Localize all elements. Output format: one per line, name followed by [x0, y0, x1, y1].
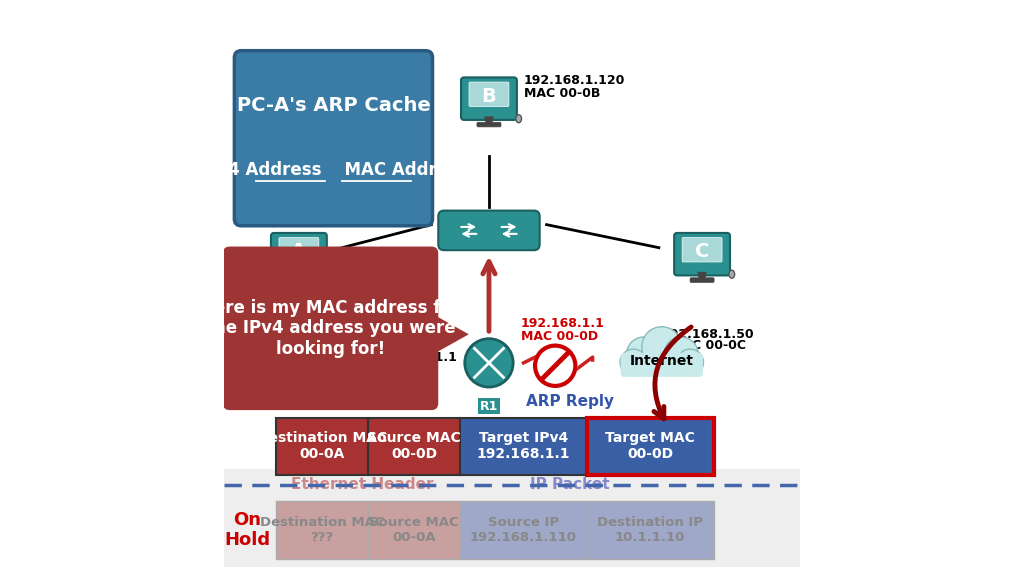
Text: 192.168.1.1: 192.168.1.1: [520, 317, 604, 330]
Text: Source IP
192.168.1.110: Source IP 192.168.1.110: [470, 516, 577, 544]
Text: Source MAC
00-0A: Source MAC 00-0A: [370, 516, 459, 544]
FancyBboxPatch shape: [271, 233, 327, 275]
Text: On
Hold: On Hold: [224, 510, 270, 550]
Text: 192.168.1.1: 192.168.1.1: [374, 351, 458, 363]
Circle shape: [620, 349, 646, 376]
Polygon shape: [485, 117, 493, 124]
FancyBboxPatch shape: [460, 501, 587, 559]
FancyBboxPatch shape: [682, 238, 722, 262]
Text: Ethernet Header: Ethernet Header: [291, 394, 433, 409]
FancyBboxPatch shape: [368, 501, 460, 559]
Polygon shape: [698, 272, 707, 280]
Text: IPv4 Address    MAC Address: IPv4 Address MAC Address: [199, 161, 468, 180]
FancyBboxPatch shape: [587, 418, 714, 475]
FancyBboxPatch shape: [461, 77, 517, 120]
Text: Source MAC
00-0D: Source MAC 00-0D: [368, 431, 461, 461]
FancyBboxPatch shape: [674, 233, 730, 275]
FancyBboxPatch shape: [477, 122, 501, 127]
Polygon shape: [431, 313, 469, 355]
FancyBboxPatch shape: [275, 418, 368, 475]
Text: 192.168.1.120: 192.168.1.120: [523, 74, 625, 87]
FancyBboxPatch shape: [368, 418, 460, 475]
Text: B: B: [481, 87, 497, 106]
Text: IP Packet: IP Packet: [529, 478, 609, 492]
Circle shape: [677, 349, 703, 376]
Text: MAC 00-0B: MAC 00-0B: [523, 87, 600, 100]
Circle shape: [465, 339, 513, 387]
Text: 192.168.1.110: 192.168.1.110: [248, 325, 349, 338]
FancyBboxPatch shape: [690, 278, 714, 282]
Text: PC-A's ARP Cache: PC-A's ARP Cache: [237, 97, 430, 115]
FancyBboxPatch shape: [622, 354, 702, 376]
Text: MAC 00-0D: MAC 00-0D: [520, 330, 598, 343]
Text: Destination MAC
00-0A: Destination MAC 00-0A: [257, 431, 387, 461]
FancyBboxPatch shape: [223, 247, 438, 410]
Text: A: A: [291, 242, 306, 262]
FancyBboxPatch shape: [438, 211, 540, 250]
Ellipse shape: [516, 115, 521, 123]
Text: C: C: [695, 242, 710, 262]
Bar: [224, 469, 800, 567]
Text: Destination IP
10.1.1.10: Destination IP 10.1.1.10: [597, 516, 703, 544]
Text: Destination MAC
???: Destination MAC ???: [260, 516, 384, 544]
Text: Ethernet Header: Ethernet Header: [291, 478, 433, 492]
FancyBboxPatch shape: [287, 278, 311, 282]
Ellipse shape: [326, 270, 332, 278]
Text: ARP Reply: ARP Reply: [525, 394, 613, 409]
FancyBboxPatch shape: [275, 501, 368, 559]
FancyBboxPatch shape: [469, 82, 509, 107]
Text: Here is my MAC address for
the IPv4 address you were
looking for!: Here is my MAC address for the IPv4 addr…: [201, 298, 461, 358]
Circle shape: [642, 327, 682, 367]
Text: Target MAC
00-0D: Target MAC 00-0D: [605, 431, 695, 461]
Text: Target IPv4
192.168.1.1: Target IPv4 192.168.1.1: [477, 431, 570, 461]
Text: MAC 00-0C: MAC 00-0C: [670, 339, 745, 352]
Text: Internet: Internet: [630, 354, 694, 368]
Text: R1: R1: [480, 400, 498, 413]
FancyBboxPatch shape: [460, 418, 587, 475]
Circle shape: [665, 337, 698, 371]
FancyBboxPatch shape: [587, 501, 714, 559]
Circle shape: [534, 343, 578, 388]
Circle shape: [627, 337, 660, 371]
Text: 192.168.1.50: 192.168.1.50: [662, 328, 754, 340]
Ellipse shape: [729, 270, 734, 278]
FancyBboxPatch shape: [279, 238, 318, 262]
FancyBboxPatch shape: [234, 51, 432, 226]
Circle shape: [536, 346, 575, 386]
Polygon shape: [295, 272, 303, 280]
